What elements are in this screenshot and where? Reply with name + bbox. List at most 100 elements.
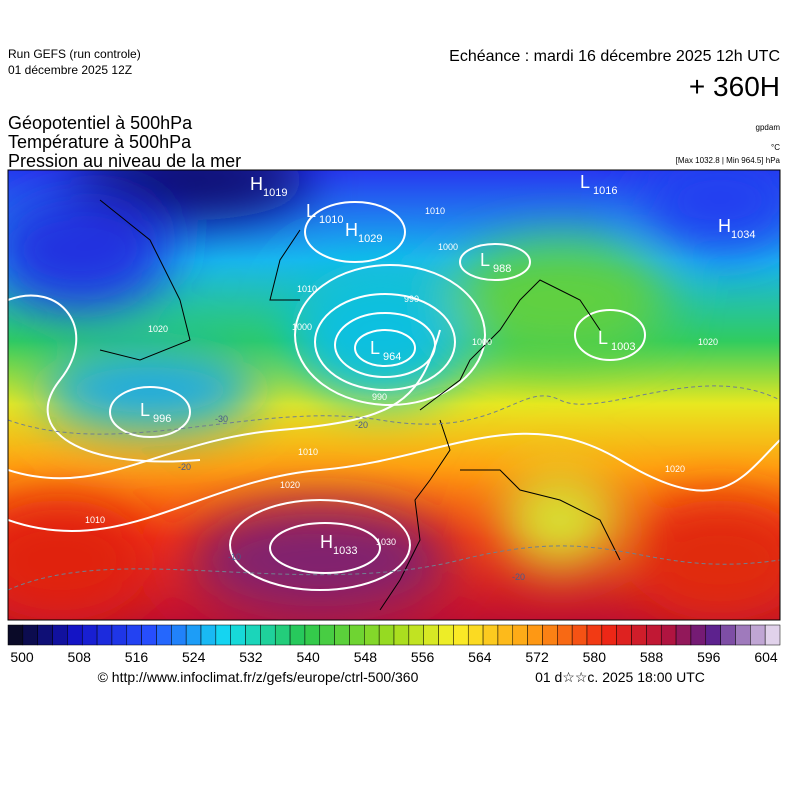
color-swatch (156, 624, 172, 646)
isobar-label: 1010 (85, 515, 105, 525)
colorbar-tick-label: 580 (583, 649, 607, 665)
color-swatch (141, 624, 157, 646)
pressure-center-value: 1029 (358, 233, 382, 245)
field-title: Géopotentiel à 500hPa (8, 113, 193, 133)
color-swatch (81, 624, 98, 646)
color-swatch (720, 624, 736, 646)
color-swatch (557, 624, 573, 646)
color-swatch (675, 624, 692, 646)
color-swatch (126, 624, 142, 646)
field-title: Température à 500hPa (8, 132, 192, 152)
color-swatch (274, 624, 291, 646)
pressure-center-type: L (598, 328, 608, 348)
temperature-label: -10 (228, 552, 241, 562)
color-swatch (705, 624, 721, 646)
color-swatch (571, 624, 588, 646)
color-swatch (764, 624, 781, 646)
color-swatch (467, 624, 484, 646)
color-swatch (482, 624, 499, 646)
colorbar-tick-label: 564 (468, 649, 492, 665)
footer-timestamp: 01 d☆☆c. 2025 18:00 UTC (535, 669, 705, 685)
color-swatch (349, 624, 365, 646)
colorbar-tick-label: 532 (239, 649, 263, 665)
color-swatch (646, 624, 662, 646)
colorbar-tick-label: 540 (296, 649, 320, 665)
isobar-label: 1010 (297, 284, 317, 294)
colorbar-tick-label: 556 (411, 649, 435, 665)
unit-label: [Max 1032.8 | Min 964.5] hPa (676, 156, 781, 165)
color-swatch (215, 624, 231, 646)
run-label: Run GEFS (run controle) (8, 47, 141, 61)
color-swatch (616, 624, 632, 646)
color-swatch (750, 624, 766, 646)
isotherms (8, 385, 780, 591)
color-swatch (319, 624, 335, 646)
map-frame (7, 169, 781, 621)
color-swatch (542, 624, 558, 646)
color-swatch (364, 624, 380, 646)
colorbar-tick-label: 508 (68, 649, 92, 665)
isobar-label: 1000 (438, 242, 458, 252)
pressure-center-type: H (320, 532, 333, 552)
pressure-center-type: L (140, 400, 150, 420)
pressure-center-type: L (580, 172, 590, 192)
run-date: 01 décembre 2025 12Z (8, 63, 132, 77)
isobar-label: 1000 (472, 337, 492, 347)
isobar-label: 1020 (665, 464, 685, 474)
color-swatch (408, 624, 424, 646)
pressure-center-type: L (306, 201, 316, 221)
pressure-center-value: 1016 (593, 185, 617, 197)
colorbar-tick-label: 516 (125, 649, 149, 665)
pressure-center-type: H (718, 216, 731, 236)
colorbar-tick-label: 604 (754, 649, 778, 665)
pressure-center-value: 964 (383, 351, 401, 363)
color-swatch (497, 624, 514, 646)
isobar-label: 1030 (376, 537, 396, 547)
temperature-label: -30 (215, 414, 228, 424)
isobar-label: 1010 (298, 447, 318, 457)
color-swatch (96, 624, 113, 646)
color-swatch (245, 624, 261, 646)
colorbar-tick-label: 596 (697, 649, 721, 665)
color-swatch (527, 624, 543, 646)
color-swatch (289, 624, 306, 646)
color-swatch (52, 624, 68, 646)
color-swatch (171, 624, 187, 646)
color-swatch (37, 624, 53, 646)
footer-source: © http://www.infoclimat.fr/z/gefs/europe… (98, 669, 419, 685)
colorbar-tick-label: 572 (525, 649, 549, 665)
unit-label: °C (771, 143, 780, 152)
coastlines (99, 199, 621, 611)
field-title: Pression au niveau de la mer (8, 151, 241, 171)
isobar-label: 990 (372, 392, 387, 402)
color-swatch (512, 624, 528, 646)
color-swatch (631, 624, 647, 646)
temperature-label: -20 (355, 420, 368, 430)
color-swatch (601, 624, 617, 646)
pressure-center-value: 996 (153, 413, 171, 425)
color-swatch (200, 624, 217, 646)
color-swatch (438, 624, 454, 646)
colorbar: 500 508 516 524 532 540 548 556 564 572 580 588 596 6… (7, 624, 781, 665)
color-swatch (230, 624, 246, 646)
valid-time: Echéance : mardi 16 décembre 2025 12h UT… (449, 48, 780, 65)
color-swatch (22, 624, 38, 646)
color-swatch (378, 624, 395, 646)
pressure-center-value: 1034 (731, 229, 755, 241)
pressure-center-value: 1019 (263, 187, 287, 199)
pressure-center-type: H (345, 220, 358, 240)
isobar-label: 1020 (148, 324, 168, 334)
color-swatch (393, 624, 410, 646)
field-shading (8, 170, 780, 620)
isobars (8, 201, 780, 591)
color-swatch (304, 624, 321, 646)
color-swatch (660, 624, 677, 646)
colorbar-tick-label: 500 (10, 649, 34, 665)
colorbar-tick-label: 588 (640, 649, 664, 665)
color-swatch (735, 624, 751, 646)
lead-time: + 360H (689, 71, 780, 102)
color-swatch (185, 624, 202, 646)
pressure-center-value: 1033 (333, 545, 357, 557)
color-swatch (260, 624, 276, 646)
